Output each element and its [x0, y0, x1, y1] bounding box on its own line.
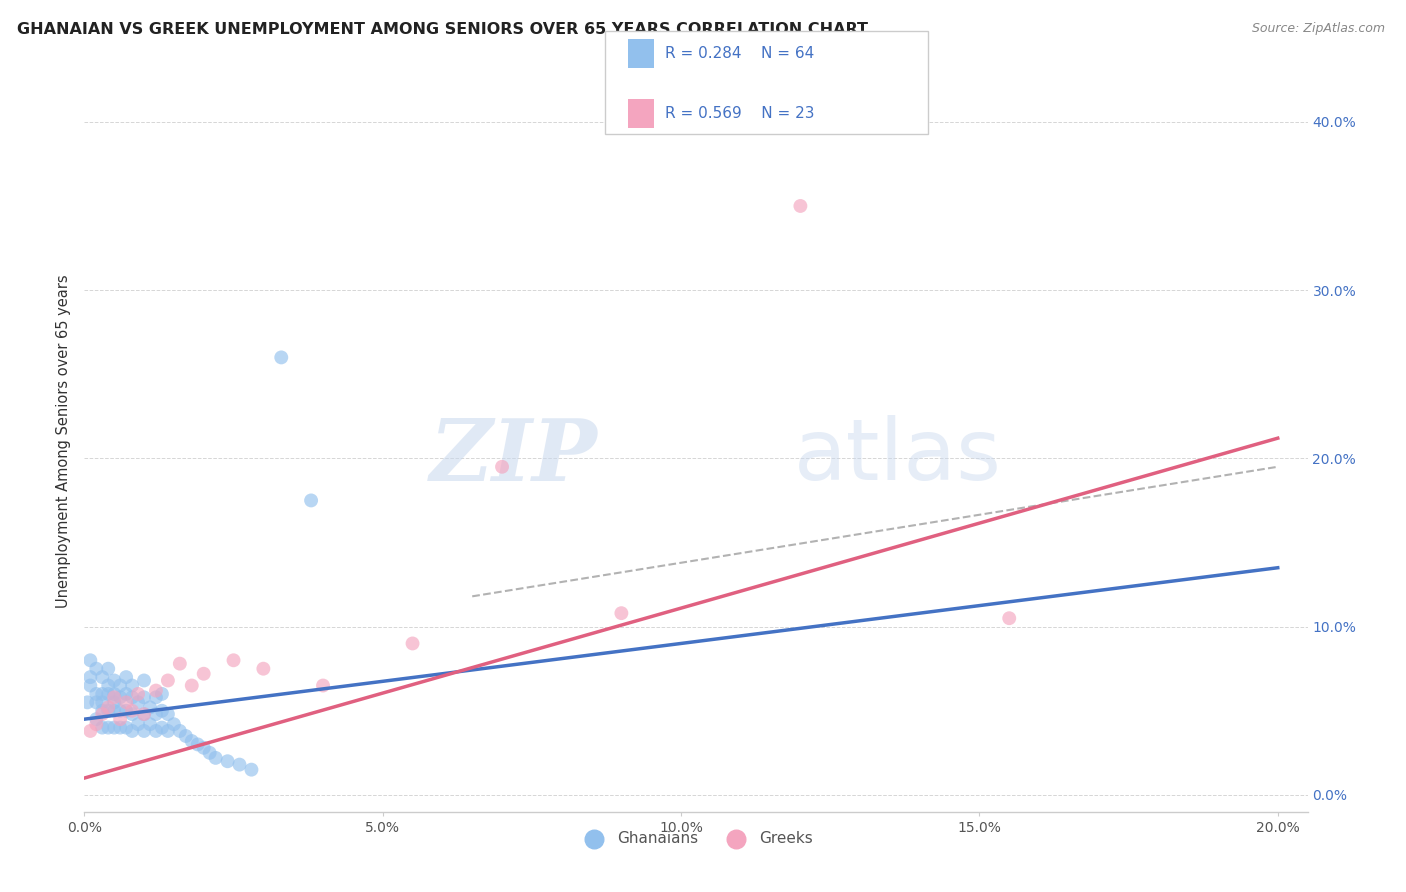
Point: [401, 636, 423, 650]
Point: [204, 751, 226, 765]
Point: [998, 611, 1021, 625]
Point: [127, 717, 149, 731]
Point: [97, 704, 120, 718]
Point: [91, 707, 114, 722]
Point: [103, 721, 125, 735]
Text: Source: ZipAtlas.com: Source: ZipAtlas.com: [1251, 22, 1385, 36]
Point: [610, 606, 633, 620]
Point: [156, 723, 179, 738]
Point: [132, 673, 155, 688]
Text: atlas: atlas: [794, 415, 1002, 498]
Point: [121, 723, 143, 738]
Point: [240, 763, 263, 777]
Point: [270, 351, 292, 365]
Point: [193, 740, 215, 755]
Point: [299, 493, 322, 508]
Point: [108, 690, 131, 705]
Point: [150, 687, 173, 701]
Point: [115, 670, 138, 684]
Point: [97, 662, 120, 676]
Point: [103, 704, 125, 718]
Point: [156, 707, 179, 722]
Point: [91, 704, 114, 718]
Point: [169, 723, 191, 738]
Point: [187, 738, 209, 752]
Point: [79, 653, 101, 667]
Point: [132, 707, 155, 722]
Point: [97, 700, 120, 714]
Text: ZIP: ZIP: [430, 415, 598, 498]
Point: [115, 704, 138, 718]
Point: [180, 734, 202, 748]
Point: [174, 729, 197, 743]
Point: [132, 707, 155, 722]
Point: [115, 687, 138, 701]
Point: [91, 721, 114, 735]
Point: [139, 717, 162, 731]
Point: [180, 679, 202, 693]
Point: [132, 690, 155, 705]
Point: [91, 670, 114, 684]
Point: [79, 670, 101, 684]
Y-axis label: Unemployment Among Seniors over 65 years: Unemployment Among Seniors over 65 years: [56, 275, 72, 608]
Point: [108, 704, 131, 718]
Point: [79, 723, 101, 738]
Point: [84, 687, 107, 701]
Point: [132, 723, 155, 738]
Point: [252, 662, 274, 676]
Text: GHANAIAN VS GREEK UNEMPLOYMENT AMONG SENIORS OVER 65 YEARS CORRELATION CHART: GHANAIAN VS GREEK UNEMPLOYMENT AMONG SEN…: [17, 22, 868, 37]
Point: [103, 673, 125, 688]
Point: [145, 690, 167, 705]
Point: [108, 712, 131, 726]
Point: [145, 707, 167, 722]
Point: [121, 704, 143, 718]
Point: [312, 679, 335, 693]
Point: [789, 199, 811, 213]
Point: [84, 662, 107, 676]
Point: [79, 679, 101, 693]
Point: [121, 690, 143, 705]
Point: [127, 687, 149, 701]
Point: [91, 687, 114, 701]
Point: [127, 695, 149, 709]
Point: [84, 712, 107, 726]
Point: [169, 657, 191, 671]
Point: [145, 723, 167, 738]
Text: R = 0.569    N = 23: R = 0.569 N = 23: [665, 106, 814, 120]
Point: [76, 695, 98, 709]
Point: [91, 695, 114, 709]
Point: [228, 757, 250, 772]
Point: [121, 679, 143, 693]
Point: [115, 721, 138, 735]
Point: [103, 695, 125, 709]
Point: [121, 707, 143, 722]
Point: [193, 666, 215, 681]
Point: [222, 653, 245, 667]
Legend: Ghanaians, Greeks: Ghanaians, Greeks: [572, 825, 820, 852]
Point: [84, 717, 107, 731]
Point: [97, 721, 120, 735]
Point: [491, 459, 513, 474]
Point: [198, 746, 221, 760]
Point: [115, 695, 138, 709]
Point: [163, 717, 186, 731]
Point: [84, 695, 107, 709]
Point: [156, 673, 179, 688]
Point: [103, 690, 125, 705]
Point: [97, 687, 120, 701]
Point: [150, 721, 173, 735]
Text: R = 0.284    N = 64: R = 0.284 N = 64: [665, 46, 814, 61]
Point: [108, 721, 131, 735]
Point: [145, 683, 167, 698]
Point: [103, 687, 125, 701]
Point: [108, 679, 131, 693]
Point: [150, 704, 173, 718]
Point: [97, 679, 120, 693]
Point: [139, 700, 162, 714]
Point: [217, 754, 239, 768]
